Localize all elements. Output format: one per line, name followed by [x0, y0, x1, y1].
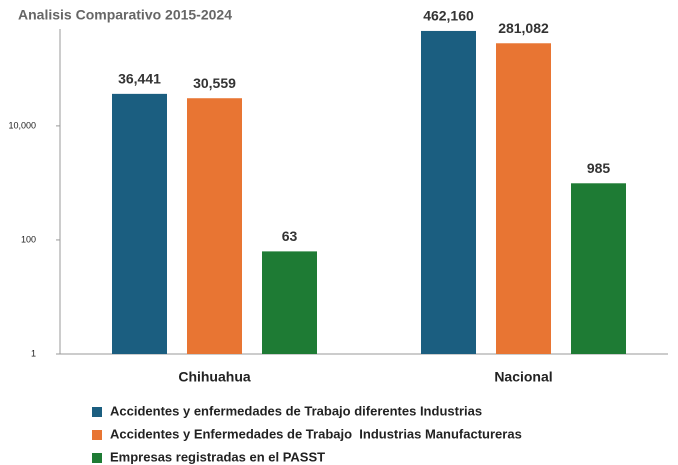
y-tick-label: 10,000: [8, 120, 36, 130]
legend-swatch: [92, 407, 102, 417]
bar: [421, 30, 476, 355]
value-label: 36,441: [118, 71, 161, 87]
x-tick-label: Nacional: [494, 369, 552, 385]
legend-label: Empresas registradas en el PASST: [110, 449, 325, 464]
x-tick-label: Chihuahua: [178, 369, 251, 385]
bar: [112, 93, 167, 355]
chart-title: Analisis Comparativo 2015-2024: [18, 7, 232, 23]
bar: [571, 183, 626, 354]
legend-label: Accidentes y Enfermedades de Trabajo Ind…: [110, 426, 522, 441]
value-label: 30,559: [193, 75, 236, 91]
y-tick-label: 100: [21, 234, 36, 244]
value-label: 281,082: [498, 20, 549, 36]
legend-label: Accidentes y enfermedades de Trabajo dif…: [110, 403, 482, 418]
legend-swatch: [92, 430, 102, 440]
legend-swatch: [92, 453, 102, 463]
y-tick-label: 1: [31, 348, 36, 358]
value-label: 985: [587, 160, 611, 176]
bar: [187, 98, 242, 354]
bar: [262, 251, 317, 354]
bar: [496, 43, 551, 355]
value-label: 63: [282, 228, 298, 244]
value-label: 462,160: [423, 8, 474, 24]
